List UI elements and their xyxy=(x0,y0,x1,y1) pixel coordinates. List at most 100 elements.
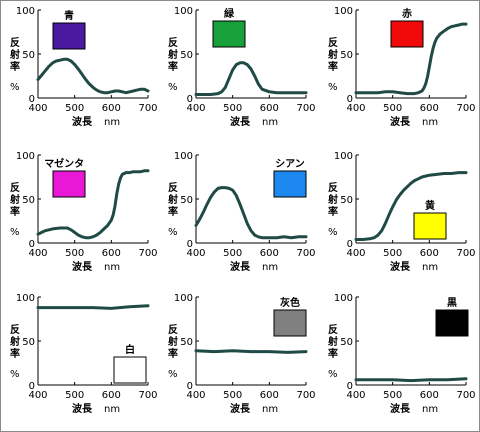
y-axis-label: 反射率% xyxy=(9,323,20,380)
x-axis-unit: nm xyxy=(422,262,438,273)
x-tick-label: 700 xyxy=(456,248,475,259)
y-tick-label: 100 xyxy=(334,6,353,17)
x-tick-label: 700 xyxy=(138,390,157,401)
y-tick-label: 100 xyxy=(334,151,353,162)
y-tick-label: 0 xyxy=(187,239,193,250)
y-tick-label: 0 xyxy=(347,94,353,105)
y-tick-label: 100 xyxy=(174,151,193,162)
y-axis-label: 反射率% xyxy=(9,181,20,238)
x-tick-label: 500 xyxy=(223,248,242,259)
color-label: 赤 xyxy=(402,7,412,20)
x-tick-label: 600 xyxy=(102,390,121,401)
x-axis-label: 波長 xyxy=(230,115,251,128)
chart-panel-3: 0 50 100 400 500 600 700 反射率% 波長 nm マゼンタ xyxy=(9,151,158,273)
x-tick-label: 600 xyxy=(420,390,439,401)
chart-panel-2: 0 50 100 400 500 600 700 反射率% 波長 nm 赤 xyxy=(327,6,476,128)
reflectance-line xyxy=(194,186,308,240)
x-tick-label: 600 xyxy=(420,248,439,259)
x-tick-label: 400 xyxy=(28,248,47,259)
x-axis-unit: nm xyxy=(104,117,120,128)
x-axis-unit: nm xyxy=(422,404,438,415)
color-label: 黒 xyxy=(447,297,457,309)
x-tick-label: 400 xyxy=(28,103,47,114)
y-axis-label: 反射率% xyxy=(327,36,338,93)
x-tick-label: 500 xyxy=(65,103,84,114)
x-tick-label: 500 xyxy=(223,390,242,401)
color-label: 青 xyxy=(64,9,74,22)
x-tick-label: 700 xyxy=(456,103,475,114)
x-axis-label: 波長 xyxy=(230,402,251,415)
y-tick-label: 50 xyxy=(22,195,35,206)
x-tick-label: 500 xyxy=(383,390,402,401)
x-axis-label: 波長 xyxy=(390,260,411,273)
color-label: 黄 xyxy=(425,199,435,212)
reflectance-line xyxy=(194,61,308,96)
reflectance-line xyxy=(354,171,468,241)
y-tick-label: 100 xyxy=(16,293,35,304)
x-tick-label: 500 xyxy=(223,103,242,114)
chart-panel-1: 0 50 100 400 500 600 700 反射率% 波長 nm 緑 xyxy=(167,6,316,128)
y-tick-label: 50 xyxy=(340,50,353,61)
color-swatch xyxy=(435,309,469,337)
chart-panel-4: 0 50 100 400 500 600 700 反射率% 波長 nm シアン xyxy=(167,151,316,273)
y-tick-label: 50 xyxy=(180,50,193,61)
y-axis-label: 反射率% xyxy=(167,323,178,380)
x-tick-label: 400 xyxy=(346,248,365,259)
y-tick-label: 50 xyxy=(180,337,193,348)
y-tick-label: 100 xyxy=(16,6,35,17)
x-tick-label: 600 xyxy=(102,248,121,259)
x-tick-label: 500 xyxy=(383,248,402,259)
color-swatch xyxy=(273,309,307,337)
color-label: 緑 xyxy=(224,7,235,20)
y-tick-label: 100 xyxy=(174,6,193,17)
y-tick-label: 100 xyxy=(334,293,353,304)
color-swatch xyxy=(273,170,307,198)
x-axis-label: 波長 xyxy=(72,402,93,415)
x-tick-label: 400 xyxy=(186,248,205,259)
y-axis-label: 反射率% xyxy=(327,323,338,380)
x-axis-unit: nm xyxy=(422,117,438,128)
x-tick-label: 600 xyxy=(260,248,279,259)
x-axis-unit: nm xyxy=(262,404,278,415)
reflectance-line xyxy=(354,22,468,96)
x-tick-label: 600 xyxy=(102,103,121,114)
y-tick-label: 50 xyxy=(340,195,353,206)
x-axis-unit: nm xyxy=(104,404,120,415)
y-axis-label: 反射率% xyxy=(327,181,338,238)
y-tick-label: 0 xyxy=(187,94,193,105)
x-tick-label: 400 xyxy=(346,103,365,114)
x-axis-label: 波長 xyxy=(390,402,411,415)
x-tick-label: 400 xyxy=(346,390,365,401)
y-tick-label: 0 xyxy=(347,381,353,392)
color-swatch xyxy=(390,20,424,48)
y-tick-label: 0 xyxy=(29,239,35,250)
y-axis-label: 反射率% xyxy=(9,36,20,93)
x-axis-unit: nm xyxy=(104,262,120,273)
y-tick-label: 100 xyxy=(16,151,35,162)
chart-panel-7: 0 50 100 400 500 600 700 反射率% 波長 nm 灰色 xyxy=(167,293,316,415)
x-tick-label: 400 xyxy=(186,390,205,401)
reflectance-line xyxy=(36,57,150,95)
y-tick-label: 50 xyxy=(340,337,353,348)
x-tick-label: 700 xyxy=(456,390,475,401)
x-tick-label: 600 xyxy=(260,390,279,401)
y-axis-label: 反射率% xyxy=(167,181,178,238)
y-tick-label: 50 xyxy=(22,337,35,348)
reflectance-line xyxy=(36,169,150,240)
color-label: シアン xyxy=(275,158,305,170)
y-axis-label: 反射率% xyxy=(167,36,178,93)
x-tick-label: 500 xyxy=(383,103,402,114)
x-axis-label: 波長 xyxy=(72,260,93,273)
x-tick-label: 700 xyxy=(138,103,157,114)
x-tick-label: 400 xyxy=(186,103,205,114)
chart-panel-8: 0 50 100 400 500 600 700 反射率% 波長 nm 黒 xyxy=(327,293,476,415)
reflectance-line xyxy=(354,377,468,383)
y-tick-label: 50 xyxy=(180,195,193,206)
color-swatch xyxy=(212,20,246,48)
color-label: 白 xyxy=(125,343,135,356)
x-tick-label: 600 xyxy=(420,103,439,114)
y-tick-label: 50 xyxy=(22,50,35,61)
x-tick-label: 700 xyxy=(296,103,315,114)
x-axis-unit: nm xyxy=(262,117,278,128)
